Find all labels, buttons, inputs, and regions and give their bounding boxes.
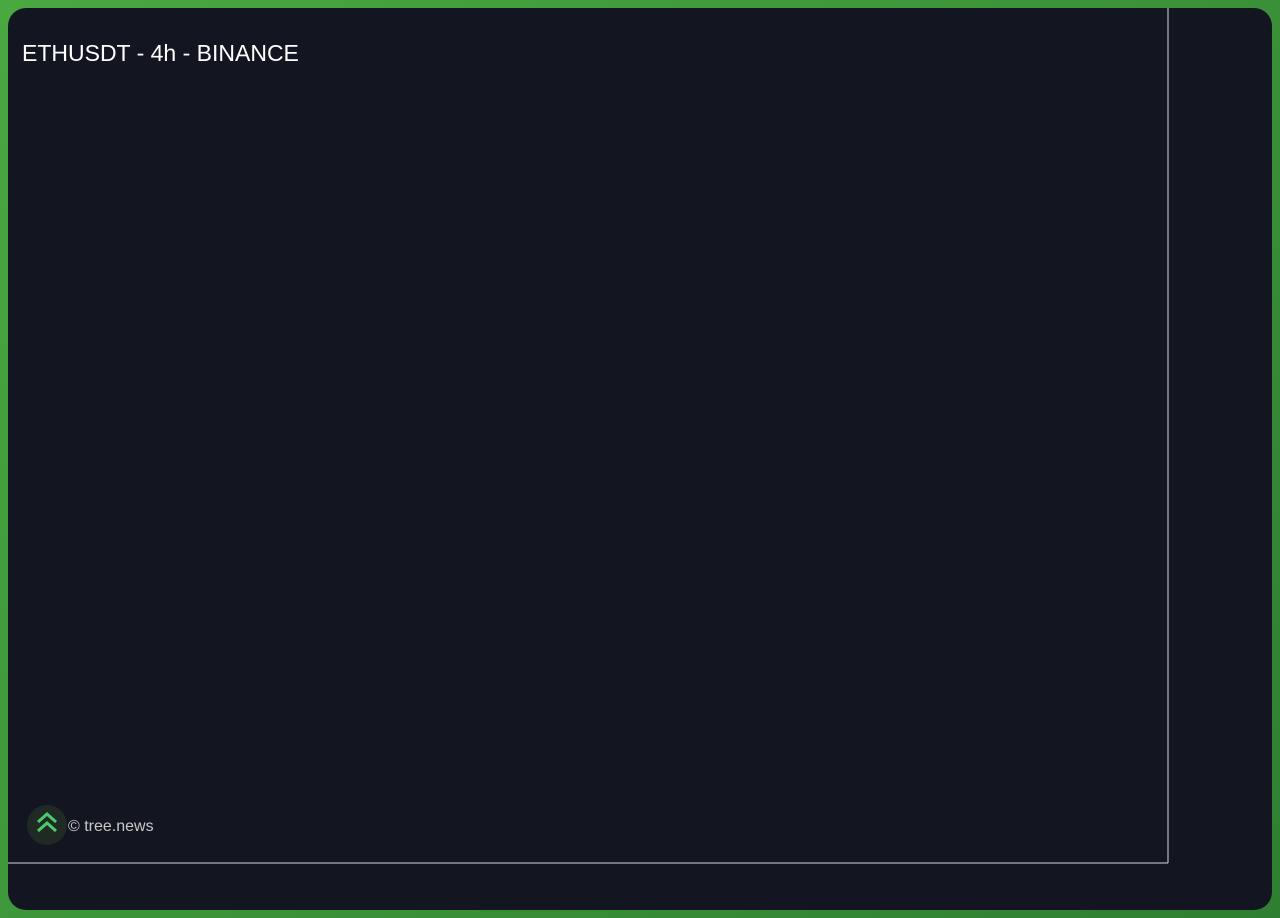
watermark: © tree.news (68, 818, 154, 835)
logo-mark (37, 811, 57, 833)
panel (8, 8, 1272, 910)
chart-title: ETHUSDT - 4h - BINANCE (22, 40, 299, 66)
